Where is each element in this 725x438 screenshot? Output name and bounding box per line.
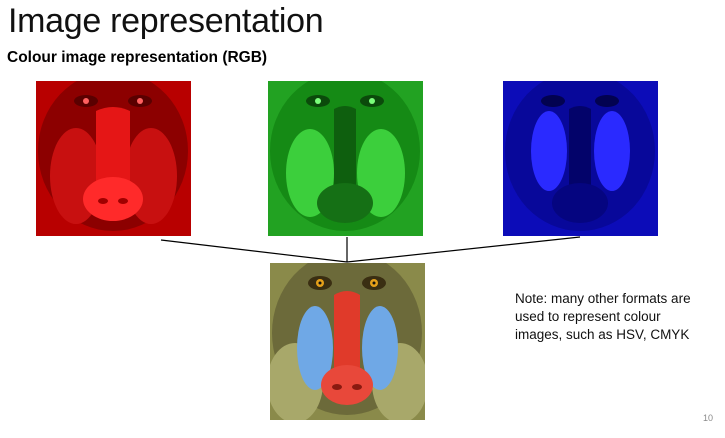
- slide-title: Image representation: [8, 2, 324, 40]
- note-line-2: used to represent colour: [515, 309, 661, 324]
- red-channel-mandrill-picture: [36, 81, 191, 236]
- blue-channel-mandrill-picture: [503, 81, 658, 236]
- red-channel-image: [36, 81, 191, 236]
- note-text: Note: many other formats are used to rep…: [515, 290, 715, 344]
- note-line-1: Note: many other formats are: [515, 291, 691, 306]
- green-channel-mandrill-picture: [268, 81, 423, 236]
- combined-rgb-image: [270, 263, 425, 420]
- blue-connector-line: [346, 236, 581, 263]
- slide-subtitle: Colour image representation (RGB): [7, 49, 268, 66]
- green-channel-image: [268, 81, 423, 236]
- note-line-3: images, such as HSV, CMYK: [515, 327, 690, 342]
- red-connector-line: [160, 239, 348, 263]
- rgb-mandrill-picture: [270, 263, 425, 420]
- blue-channel-image: [503, 81, 658, 236]
- page-number: 10: [703, 413, 714, 423]
